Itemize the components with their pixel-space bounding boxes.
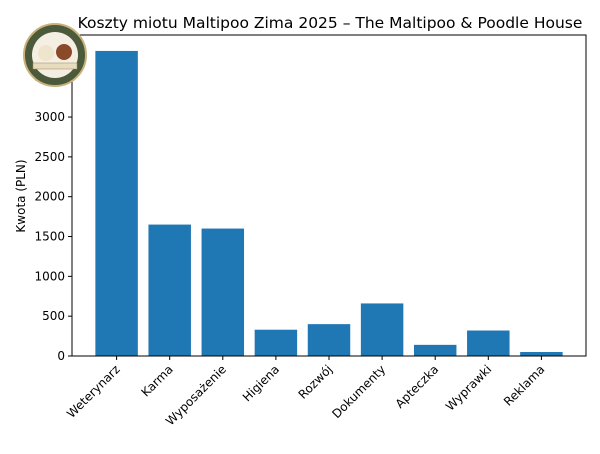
x-tick-label: Karma (139, 362, 176, 399)
y-tick-label: 500 (42, 309, 65, 323)
x-tick-label: Weterynarz (64, 362, 123, 421)
bar-reklama (520, 352, 563, 356)
bar-wyprawki (467, 330, 510, 356)
bar-higiena (254, 329, 298, 356)
y-tick-label: 3000 (34, 110, 65, 124)
bar-apteczka (413, 344, 457, 356)
y-tick-label: 2000 (34, 190, 65, 204)
x-tick-label: Reklama (501, 362, 548, 409)
logo (23, 23, 87, 87)
x-tick-label: Wyprawki (443, 362, 494, 413)
bar-karma (148, 224, 191, 356)
x-tick-label: Higiena (240, 362, 282, 404)
y-axis-label: Kwota (PLN) (14, 159, 28, 232)
y-tick-label: 0 (57, 349, 65, 363)
bar-rozwój (307, 324, 351, 356)
y-tick-label: 2500 (34, 150, 65, 164)
chart-title: Koszty miotu Maltipoo Zima 2025 – The Ma… (78, 14, 583, 32)
y-tick-label: 1500 (34, 230, 65, 244)
bar-wyposażenie (201, 228, 245, 356)
x-tick-label: Dokumenty (329, 362, 388, 421)
x-tick-label: Rozwój (296, 362, 336, 402)
y-tick-label: 1000 (34, 269, 65, 283)
x-tick-label: Apteczka (393, 362, 442, 411)
bar-weterynarz (95, 50, 138, 357)
bar-dokumenty (360, 303, 404, 356)
plot-frame (71, 34, 587, 357)
